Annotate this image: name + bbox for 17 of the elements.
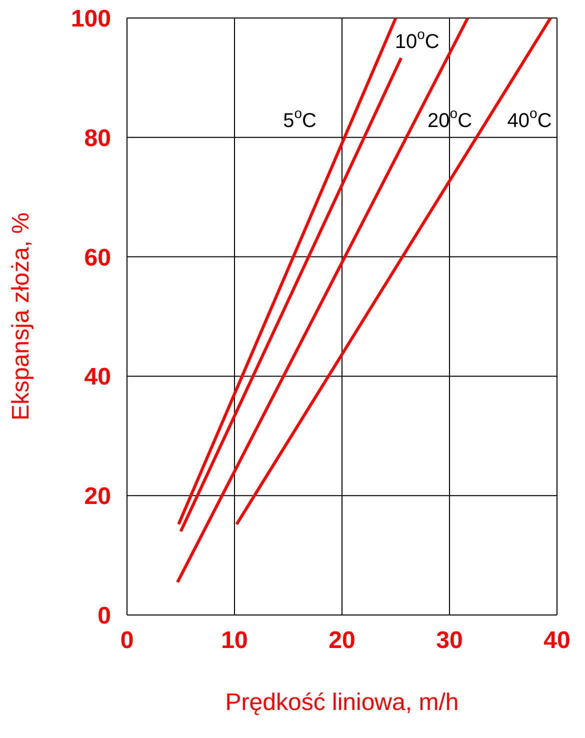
x-tick-label: 40 (544, 627, 570, 654)
series-label: 40$^{o}$C (507, 104, 552, 132)
x-axis-title: Prędkość liniowa, m/h (225, 689, 459, 716)
series-label: 5$^{o}$C (283, 104, 316, 132)
x-tick-label: 30 (436, 627, 463, 654)
x-tick-label: 20 (328, 627, 356, 654)
y-tick-label: 20 (84, 483, 111, 510)
x-tick-label: 10 (221, 627, 248, 654)
x-tick-label: 0 (120, 627, 134, 654)
y-tick-label: 40 (84, 364, 111, 391)
y-tick-label: 100 (70, 6, 111, 33)
y-tick-label: 0 (98, 602, 111, 630)
y-axis-title: Ekspansja złoża, % (8, 212, 35, 421)
series-label: 10$^{o}$C (394, 26, 440, 54)
series-label: 20$^{o}$C (428, 104, 472, 132)
y-tick-label: 80 (84, 124, 111, 152)
y-tick-label: 60 (84, 244, 111, 272)
